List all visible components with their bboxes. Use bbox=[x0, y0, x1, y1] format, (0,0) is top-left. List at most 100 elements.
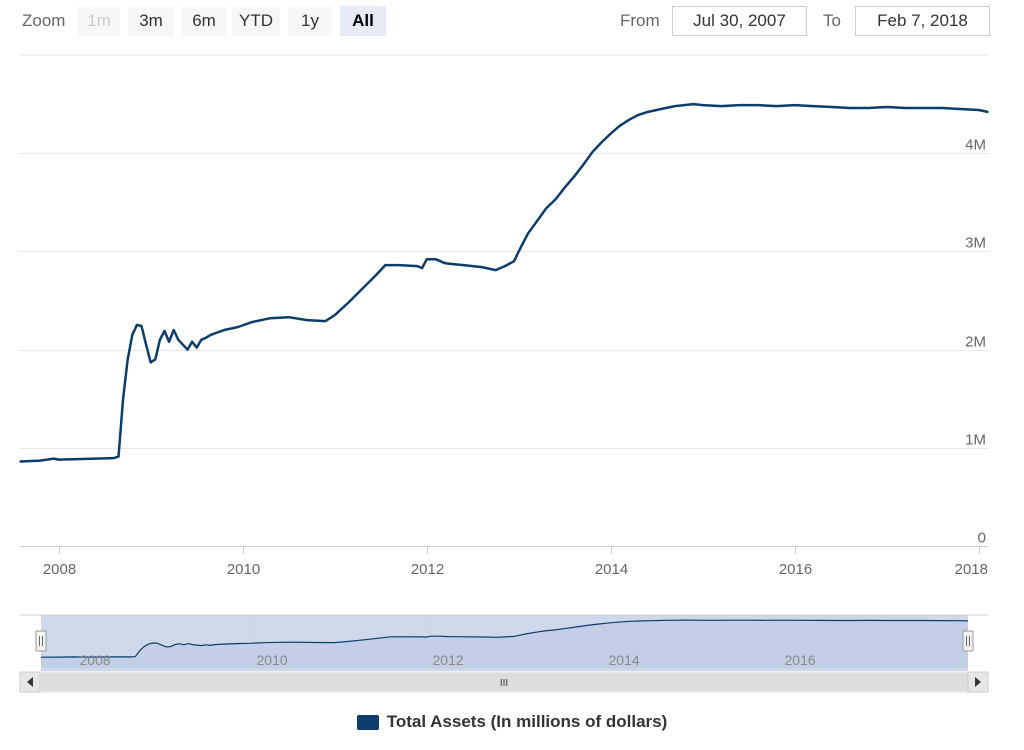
scrollbar[interactable]: III bbox=[19, 671, 989, 693]
data-point bbox=[494, 269, 497, 271]
data-point bbox=[324, 320, 327, 322]
navigator-x-tick-label: 2016 bbox=[785, 652, 816, 668]
to-label: To bbox=[823, 11, 841, 30]
data-point bbox=[435, 258, 437, 261]
x-tick-label: 2012 bbox=[411, 561, 444, 578]
data-point bbox=[251, 321, 253, 323]
data-point bbox=[757, 104, 759, 106]
legend-item-total-assets[interactable]: Total Assets (In millions of dollars) bbox=[356, 712, 668, 732]
zoom-label: Zoom bbox=[22, 11, 66, 30]
data-point bbox=[683, 104, 686, 106]
x-tick-label: 2010 bbox=[227, 561, 260, 578]
data-point bbox=[812, 105, 814, 107]
series-line-total-assets bbox=[19, 102, 989, 463]
zoom-6m-button[interactable]: 6m bbox=[182, 6, 226, 36]
scroll-left-arrow-icon bbox=[27, 677, 33, 687]
from-label: From bbox=[620, 11, 660, 30]
to-date-input[interactable] bbox=[855, 6, 990, 36]
data-point bbox=[306, 319, 308, 321]
data-point bbox=[527, 232, 529, 235]
navigator-series-line bbox=[40, 619, 969, 658]
data-point bbox=[941, 107, 943, 109]
data-point bbox=[830, 106, 833, 108]
scrollbar-thumb[interactable] bbox=[41, 673, 968, 691]
data-point bbox=[600, 141, 603, 144]
data-point bbox=[347, 301, 350, 304]
navigator-series bbox=[40, 619, 969, 668]
navigator-series-area bbox=[41, 620, 968, 668]
data-point bbox=[444, 262, 446, 265]
data-point bbox=[554, 198, 557, 201]
data-point bbox=[159, 339, 161, 341]
legend: Total Assets (In millions of dollars) bbox=[0, 712, 1024, 738]
data-point bbox=[504, 265, 506, 267]
data-point bbox=[361, 287, 364, 290]
data-point bbox=[177, 339, 180, 341]
navigator-left-handle-box[interactable] bbox=[35, 630, 47, 652]
data-point bbox=[665, 107, 667, 109]
navigator[interactable]: 2008 2010 2012 2014 2016 bbox=[20, 614, 988, 671]
data-point bbox=[655, 109, 658, 111]
data-point bbox=[126, 358, 129, 361]
data-point bbox=[609, 132, 612, 135]
range-selector-bar: Zoom 1m 3m 6m YTD 1y All From To bbox=[0, 0, 1024, 40]
data-point bbox=[195, 346, 198, 349]
data-point bbox=[117, 455, 120, 458]
from-date-input[interactable] bbox=[672, 6, 807, 36]
data-point bbox=[39, 459, 41, 462]
data-point bbox=[481, 266, 483, 268]
x-tick-label: 2014 bbox=[595, 561, 628, 578]
y-tick-label: 3M bbox=[965, 235, 986, 252]
data-point bbox=[154, 358, 157, 361]
data-point bbox=[168, 340, 170, 343]
y-tick-label: 4M bbox=[965, 137, 986, 154]
data-point bbox=[398, 264, 400, 266]
data-point bbox=[646, 111, 649, 113]
data-point bbox=[453, 263, 456, 266]
data-point bbox=[205, 337, 207, 339]
x-tick-label: 2008 bbox=[43, 561, 76, 578]
data-point bbox=[775, 105, 778, 107]
zoom-1m-button[interactable]: 1m bbox=[78, 6, 120, 36]
data-point bbox=[113, 457, 115, 459]
zoom-1y-button[interactable]: 1y bbox=[288, 6, 332, 36]
navigator-left-handle[interactable] bbox=[35, 630, 47, 652]
data-point bbox=[867, 107, 870, 109]
data-point bbox=[209, 334, 212, 336]
data-point bbox=[237, 326, 239, 328]
x-axis: 2008 2010 2012 2014 2016 2018 bbox=[43, 546, 988, 578]
navigator-right-handle-box[interactable] bbox=[962, 630, 974, 652]
data-point bbox=[145, 343, 147, 346]
data-point bbox=[692, 103, 695, 105]
data-point bbox=[904, 107, 906, 109]
data-point bbox=[94, 457, 97, 460]
data-point bbox=[172, 329, 175, 331]
data-point bbox=[200, 339, 203, 341]
y-tick-label: 1M bbox=[965, 432, 986, 449]
data-point bbox=[421, 267, 423, 269]
navigator-right-handle[interactable] bbox=[962, 630, 974, 652]
data-point bbox=[849, 107, 851, 109]
data-point bbox=[545, 207, 548, 209]
data-point bbox=[223, 329, 226, 331]
data-point bbox=[186, 348, 189, 351]
data-point bbox=[163, 330, 166, 332]
data-point bbox=[628, 119, 630, 121]
data-point bbox=[149, 361, 152, 364]
data-point bbox=[136, 324, 138, 326]
data-point bbox=[375, 274, 377, 276]
data-point bbox=[517, 250, 520, 253]
legend-label: Total Assets (In millions of dollars) bbox=[386, 712, 668, 731]
zoom-all-button[interactable]: All bbox=[340, 6, 386, 36]
data-point bbox=[131, 334, 134, 336]
data-point bbox=[886, 106, 888, 108]
data-point bbox=[416, 265, 419, 267]
zoom-3m-button[interactable]: 3m bbox=[128, 6, 174, 36]
scroll-right-arrow-icon bbox=[975, 677, 981, 687]
data-point bbox=[140, 325, 143, 327]
data-point bbox=[591, 151, 594, 153]
zoom-ytd-button[interactable]: YTD bbox=[232, 6, 280, 36]
data-point bbox=[987, 111, 989, 113]
navigator-selected-range[interactable] bbox=[41, 615, 968, 671]
